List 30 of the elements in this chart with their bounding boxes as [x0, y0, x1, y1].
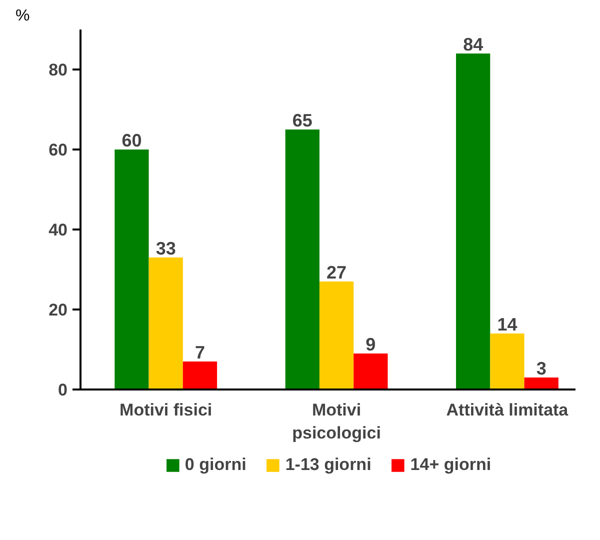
data-label: 60	[122, 130, 142, 150]
legend-label: 0 giorni	[184, 455, 246, 475]
data-label: 7	[194, 342, 205, 362]
bar	[114, 150, 149, 390]
bar	[456, 54, 490, 390]
x-tick-label: Attività limitata	[446, 400, 569, 420]
data-label: 84	[463, 34, 484, 54]
y-tick-label: 80	[48, 60, 68, 80]
y-tick-label: 60	[48, 140, 68, 160]
bar	[148, 258, 183, 390]
y-tick-label: 0	[58, 380, 68, 400]
y-axis-title: %	[16, 8, 30, 24]
x-tick-label: Motivi fisici	[120, 400, 212, 420]
legend-label: 1-13 giorni	[285, 455, 372, 475]
bar	[319, 282, 354, 390]
y-tick-label: 40	[48, 220, 68, 240]
bar	[354, 354, 388, 390]
bar	[182, 362, 218, 390]
x-tick-label: Motivi psicologici	[292, 400, 381, 442]
data-label: 14	[497, 314, 518, 334]
data-label: 27	[326, 262, 347, 282]
bar	[524, 378, 558, 390]
bar	[490, 334, 524, 390]
legend-label: 14+ giorni	[410, 455, 492, 475]
y-tick-label: 20	[48, 300, 68, 320]
data-label: 3	[536, 358, 546, 378]
data-label: 65	[292, 110, 312, 130]
data-label: 33	[156, 238, 176, 258]
bar	[285, 130, 320, 390]
data-label: 9	[366, 334, 376, 354]
